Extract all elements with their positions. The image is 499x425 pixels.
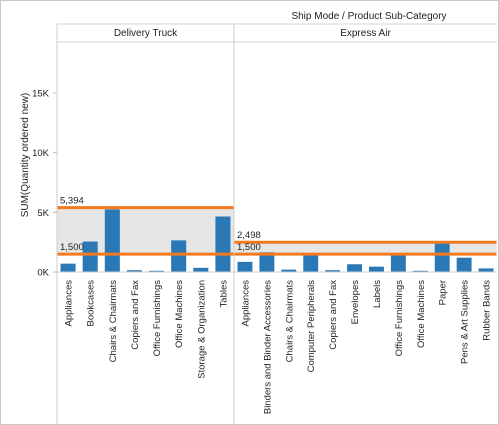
reference-line-label: 1,500 [237,242,261,253]
x-tick-label: Pens & Art Supplies [460,280,471,364]
x-tick-label: Office Furnishings [394,280,405,357]
x-tick-label: Bookcases [86,280,97,327]
bar [412,270,428,272]
x-tick-label: Office Furnishings [152,280,163,357]
bar [369,266,384,272]
x-tick-label: Binders and Binder Accessories [262,280,273,414]
bar [347,264,362,272]
x-tick-label: Office Machines [416,280,427,348]
bar [325,270,341,272]
bar [149,270,165,272]
x-tick-label: Office Machines [174,280,185,348]
bar [390,255,406,272]
reference-line-label: 1,500 [60,242,84,253]
panel-header: Delivery Truck [114,28,178,39]
x-tick-label: Labels [372,280,383,308]
x-tick-label: Rubber Bands [482,280,493,341]
bar [259,252,275,272]
x-tick-label: Chairs & Chairmats [284,280,295,363]
x-tick-label: Storage & Organization [196,280,207,379]
bar [193,267,209,272]
reference-line-label: 2,498 [237,230,261,241]
x-tick-label: Chairs & Chairmats [108,280,119,363]
bar [215,216,231,272]
y-axis-title: SUM(Quantity ordered new) [20,93,31,218]
bar [171,240,187,272]
y-tick-label: 10K [32,148,50,159]
y-tick-label: 5K [37,208,49,219]
x-tick-label: Computer Peripherals [306,280,317,373]
bar [104,209,120,272]
x-tick-label: Copiers and Fax [328,280,339,350]
reference-line-label: 5,394 [60,196,84,207]
bar [60,263,76,272]
reference-band [234,242,497,255]
x-tick-label: Paper [438,280,449,305]
x-tick-label: Envelopes [350,280,361,325]
bar [456,257,472,272]
bar [478,268,494,272]
x-tick-label: Copiers and Fax [130,280,141,350]
x-tick-label: Appliances [64,280,75,327]
bar [82,241,98,272]
panel-header: Express Air [340,28,391,39]
bar [281,269,297,272]
chart-marks: 0K 5K 10K 15K Delivery Truck 5,394 1,500 Applia… [32,23,497,424]
x-tick-label: Appliances [240,280,251,327]
bar [237,261,253,272]
bar [126,270,142,272]
y-tick-label: 15K [32,89,50,100]
bar [434,242,450,272]
x-tick-label: Tables [218,280,229,308]
y-tick-label: 0K [37,268,49,279]
bar [303,255,319,272]
chart-title: Ship Mode / Product Sub-Category [291,11,446,22]
